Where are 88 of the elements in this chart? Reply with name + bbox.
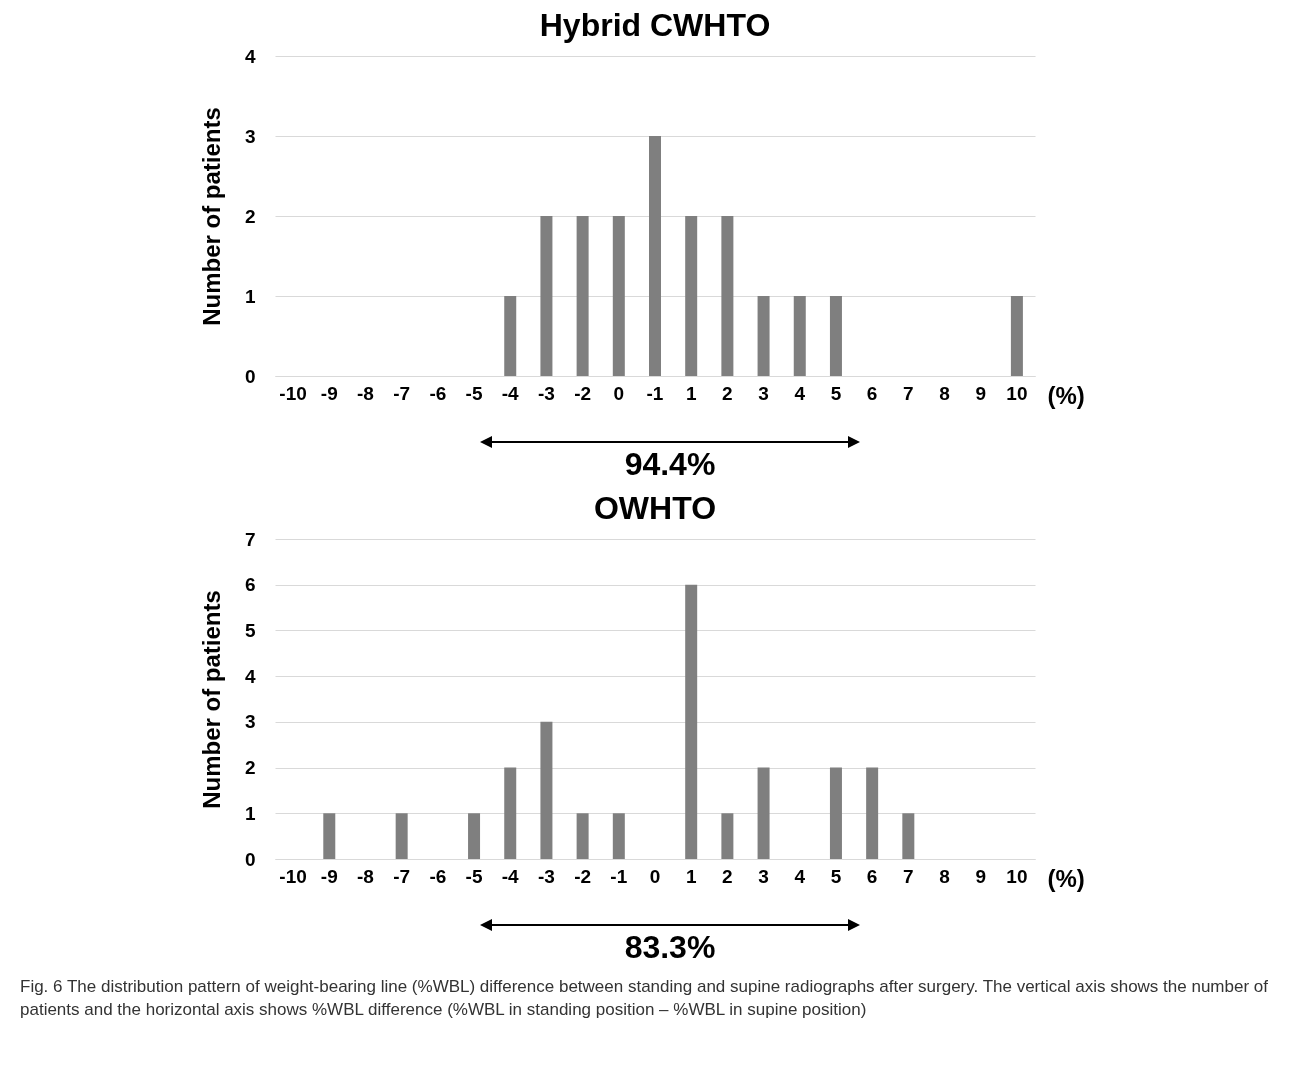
- bar: [829, 296, 842, 376]
- y-tick-label: 3: [244, 711, 256, 733]
- x-tick-label: 6: [866, 865, 878, 887]
- y-tick-label: 2: [244, 757, 256, 779]
- y-axis-title: Number of patients: [197, 590, 225, 809]
- x-tick-label: 0: [613, 382, 625, 404]
- y-tick-label: 7: [244, 528, 256, 550]
- bar: [685, 584, 698, 859]
- x-tick-label: -9: [320, 865, 338, 887]
- bar: [721, 813, 734, 859]
- y-tick-label: 2: [244, 205, 256, 227]
- x-tick-label: 3: [758, 865, 769, 887]
- bar: [757, 767, 770, 859]
- y-tick-label: 1: [244, 285, 256, 307]
- x-axis-title: (%): [1047, 381, 1085, 409]
- x-tick-label: -1: [646, 382, 664, 404]
- bar: [757, 296, 770, 376]
- text: 83.3%: [623, 929, 717, 966]
- x-tick-label: -1: [610, 865, 628, 887]
- x-tick-label: -5: [465, 382, 483, 404]
- y-tick-label: 0: [244, 365, 256, 387]
- x-tick-label: -8: [357, 865, 374, 887]
- x-axis-title: (%): [1047, 864, 1085, 892]
- x-tick-label: -2: [574, 382, 592, 404]
- caption: Fig. 6 The distribution pattern of weight-bearing line (%WBL) difference between standing and supine radiographs after surgery. The vertical axis shows the number of patients and the horizontal axis shows %WBL difference (%WBL in standing position – %WBL in supine position): [20, 976, 1269, 1021]
- bar: [468, 813, 481, 859]
- bar: [902, 813, 915, 859]
- bar: [866, 767, 879, 859]
- chart-title: Hybrid CWHTO: [539, 7, 771, 43]
- bar: [1010, 296, 1023, 376]
- bar: [721, 216, 734, 376]
- x-tick-label: -10: [279, 382, 307, 404]
- x-tick-label: 5: [830, 865, 842, 887]
- bar: [323, 813, 336, 859]
- x-tick-label: 6: [866, 382, 878, 404]
- y-tick-label: 0: [244, 848, 256, 870]
- x-tick-label: 1: [685, 382, 697, 404]
- x-tick-label: 9: [975, 382, 986, 404]
- x-tick-label: -5: [465, 865, 483, 887]
- chart-title: OWHTO: [593, 490, 717, 526]
- x-tick-label: 10: [1006, 865, 1028, 887]
- x-tick-label: 8: [939, 382, 950, 404]
- x-tick-label: 7: [903, 865, 914, 887]
- x-tick-label: -7: [393, 382, 411, 404]
- bar: [612, 216, 625, 376]
- x-tick-label: 1: [685, 865, 697, 887]
- bar: [576, 216, 589, 376]
- bar: [649, 136, 661, 376]
- y-tick-label: 3: [244, 125, 256, 147]
- y-tick-label: 4: [244, 665, 256, 687]
- x-tick-label: 9: [975, 865, 986, 887]
- x-tick-label: -2: [574, 865, 592, 887]
- bar: [685, 216, 698, 376]
- x-tick-label: 3: [758, 382, 769, 404]
- x-tick-label: 10: [1006, 382, 1028, 404]
- text: 94.4%: [623, 446, 717, 483]
- x-tick-label: -10: [279, 865, 307, 887]
- x-tick-label: -6: [429, 382, 447, 404]
- x-tick-label: 0: [649, 865, 661, 887]
- bar: [540, 721, 553, 859]
- bar: [504, 767, 517, 859]
- x-tick-label: 2: [722, 382, 733, 404]
- y-tick-label: 6: [244, 574, 256, 596]
- bar: [793, 296, 806, 376]
- x-tick-label: -8: [357, 382, 374, 404]
- y-tick-label: 4: [244, 45, 256, 67]
- y-tick-label: 1: [244, 802, 256, 824]
- x-tick-label: 8: [939, 865, 950, 887]
- x-tick-label: 4: [794, 382, 806, 404]
- bar: [829, 767, 842, 859]
- x-tick-label: -9: [320, 382, 338, 404]
- bar: [576, 813, 589, 859]
- bar: [540, 216, 553, 376]
- x-tick-label: 4: [794, 865, 806, 887]
- x-tick-label: -3: [537, 382, 555, 404]
- bar: [395, 813, 408, 859]
- x-tick-label: -3: [537, 865, 555, 887]
- x-tick-label: 7: [903, 382, 914, 404]
- x-tick-label: -6: [429, 865, 447, 887]
- bar: [504, 296, 517, 376]
- x-tick-label: -4: [501, 382, 520, 404]
- x-tick-label: 2: [722, 865, 733, 887]
- y-axis-title: Number of patients: [197, 107, 225, 326]
- x-tick-label: -4: [501, 865, 520, 887]
- x-tick-label: 5: [830, 382, 842, 404]
- bar: [612, 813, 625, 859]
- y-tick-label: 5: [244, 619, 256, 641]
- x-tick-label: -7: [393, 865, 411, 887]
